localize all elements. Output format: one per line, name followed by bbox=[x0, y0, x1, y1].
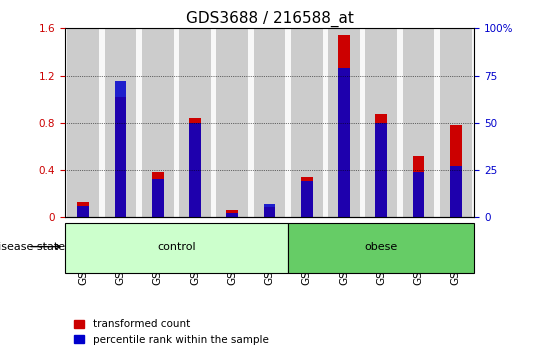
Text: disease state: disease state bbox=[0, 242, 65, 252]
Bar bbox=[105, 28, 136, 217]
Bar bbox=[338, 68, 350, 217]
Bar bbox=[226, 210, 238, 217]
Bar bbox=[189, 118, 201, 217]
Bar bbox=[338, 35, 350, 217]
Bar bbox=[152, 172, 164, 217]
Bar bbox=[226, 213, 238, 217]
Bar bbox=[115, 97, 127, 217]
Bar bbox=[365, 28, 397, 217]
Bar bbox=[450, 125, 461, 217]
Bar bbox=[375, 114, 387, 217]
Bar bbox=[264, 206, 275, 217]
Bar bbox=[440, 28, 472, 217]
Bar bbox=[67, 28, 99, 217]
Bar bbox=[254, 28, 285, 217]
FancyBboxPatch shape bbox=[288, 223, 474, 273]
Bar bbox=[142, 28, 174, 217]
Bar bbox=[78, 202, 89, 217]
Bar bbox=[264, 204, 275, 217]
Bar bbox=[301, 181, 313, 217]
Bar bbox=[450, 166, 461, 217]
Bar bbox=[179, 28, 211, 217]
Bar bbox=[375, 123, 387, 217]
Bar bbox=[78, 206, 89, 217]
Bar bbox=[115, 81, 127, 217]
Title: GDS3688 / 216588_at: GDS3688 / 216588_at bbox=[185, 11, 354, 27]
Text: obese: obese bbox=[364, 242, 398, 252]
Text: control: control bbox=[157, 242, 196, 252]
Bar bbox=[328, 28, 360, 217]
Bar bbox=[291, 28, 322, 217]
Bar bbox=[189, 123, 201, 217]
Bar bbox=[301, 177, 313, 217]
Legend: transformed count, percentile rank within the sample: transformed count, percentile rank withi… bbox=[70, 315, 273, 349]
Bar bbox=[412, 172, 424, 217]
Bar bbox=[217, 28, 248, 217]
FancyBboxPatch shape bbox=[65, 223, 288, 273]
Bar bbox=[152, 179, 164, 217]
Bar bbox=[403, 28, 434, 217]
Bar bbox=[412, 156, 424, 217]
